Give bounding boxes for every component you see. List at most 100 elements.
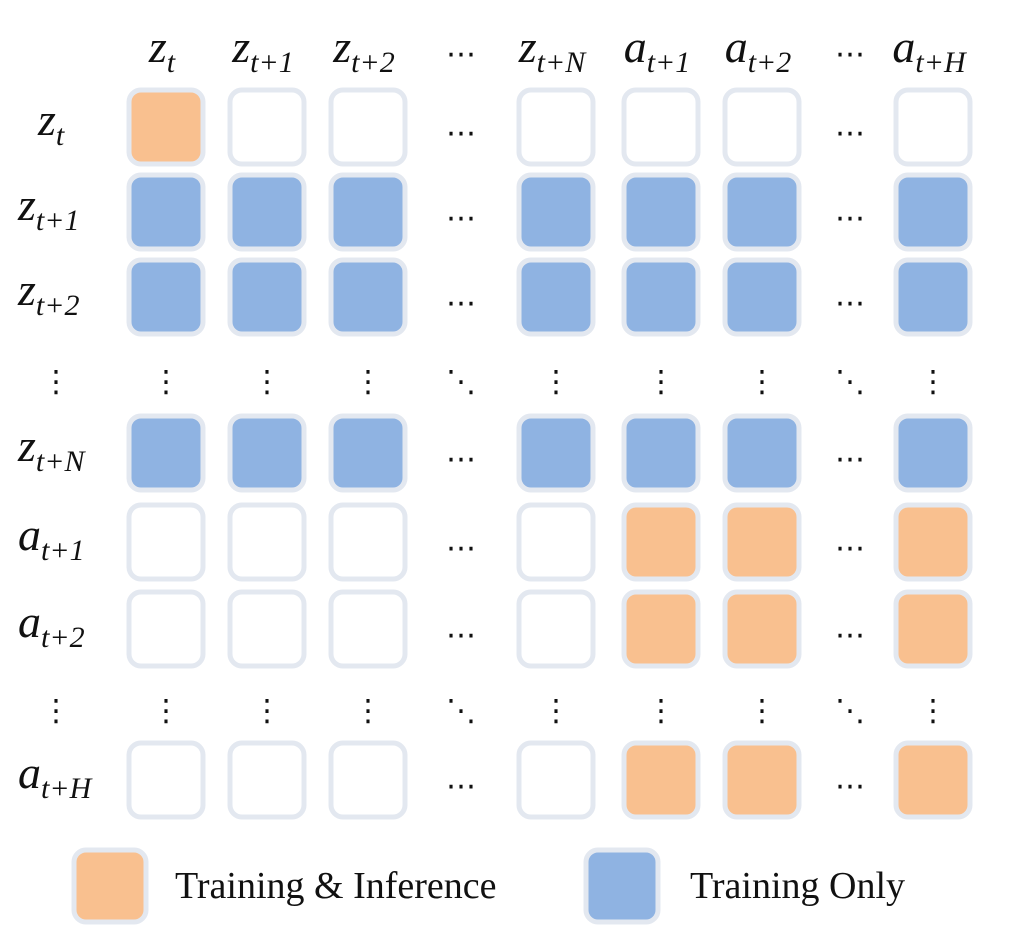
grid-ellipsis-vertical: ⋮: [151, 365, 181, 400]
mask-cell-empty: [227, 740, 307, 820]
grid-ellipsis-vertical: ⋮: [353, 365, 383, 400]
row-header-z-t: zt: [37, 94, 65, 152]
row-header-z-tplus-1-subscript: t+1: [36, 204, 80, 237]
mask-cell-train-only: [893, 413, 973, 493]
row-header-z-tplus-2-base: z: [17, 264, 36, 315]
col-header-ellipsis: …: [835, 30, 865, 65]
grid-ellipsis-vertical: ⋮: [252, 365, 282, 400]
grid-ellipsis-vertical: ⋮: [646, 365, 676, 400]
row-header-z-t-subscript: t: [56, 119, 65, 152]
legend-swatch-train-infer: [71, 847, 149, 925]
grid-ellipsis-horizontal: …: [446, 762, 476, 797]
col-header-a-tplus-2-base: a: [725, 21, 748, 72]
mask-cell-train-only: [126, 257, 206, 337]
mask-cell-train-only: [722, 413, 802, 493]
mask-cell-train-infer: [126, 87, 206, 167]
mask-cell-train-infer: [722, 740, 802, 820]
mask-cell-train-infer: [621, 502, 701, 582]
grid-ellipsis-diagonal: ⋱: [446, 365, 476, 400]
legend: Training & Inference Training Only: [71, 847, 905, 925]
grid-ellipsis-horizontal: …: [446, 194, 476, 229]
grid-ellipsis-horizontal: …: [446, 435, 476, 470]
row-header-z-tplus-1-base: z: [17, 179, 36, 230]
row-header-z-tplus-2: zt+2: [17, 264, 80, 322]
col-header-a-tplus-2-subscript: t+2: [748, 46, 792, 79]
col-header-z-t-subscript: t: [167, 46, 176, 79]
col-header-z-tplus-N: zt+N: [518, 21, 587, 79]
mask-cell-empty: [227, 502, 307, 582]
row-header-a-tplus-H-subscript: t+H: [41, 772, 94, 805]
col-header-a-tplus-1: at+1: [624, 21, 691, 79]
mask-cell-empty: [328, 502, 408, 582]
col-header-z-t: zt: [148, 21, 176, 79]
col-header-a-tplus-1-subscript: t+1: [647, 46, 691, 79]
grid-ellipsis-vertical: ⋮: [646, 694, 676, 729]
grid-ellipsis-horizontal: …: [446, 611, 476, 646]
grid-ellipsis-horizontal: …: [446, 524, 476, 559]
mask-cell-empty: [126, 740, 206, 820]
column-headers: zt zt+1 zt+2… zt+N at+1 at+2… at+H: [148, 21, 968, 79]
grid-ellipsis-horizontal: …: [835, 194, 865, 229]
row-header-a-tplus-H-base: a: [18, 747, 41, 798]
mask-cell-train-infer: [722, 589, 802, 669]
grid-ellipsis-diagonal: ⋱: [446, 694, 476, 729]
mask-cell-empty: [328, 740, 408, 820]
row-header-a-tplus-2-base: a: [18, 596, 41, 647]
mask-cell-train-only: [893, 257, 973, 337]
row-header-a-tplus-1-base: a: [18, 509, 41, 560]
row-header-a-tplus-1: at+1: [18, 509, 85, 567]
grid-ellipsis-horizontal: …: [446, 109, 476, 144]
row-header-z-t-base: z: [37, 94, 56, 145]
row-header-z-tplus-N: zt+N: [17, 420, 86, 478]
mask-cell-empty: [126, 502, 206, 582]
mask-cell-empty: [621, 87, 701, 167]
mask-cell-train-only: [328, 172, 408, 252]
grid-ellipsis-vertical: ⋮: [353, 694, 383, 729]
grid-ellipsis-vertical: ⋮: [541, 694, 571, 729]
grid-ellipsis-horizontal: …: [835, 611, 865, 646]
row-header-a-tplus-H: at+H: [18, 747, 94, 805]
col-header-z-tplus-1-base: z: [231, 21, 250, 72]
mask-cell-train-only: [722, 257, 802, 337]
col-header-a-tplus-H: at+H: [892, 21, 968, 79]
mask-cell-train-only: [227, 257, 307, 337]
row-header-z-tplus-1: zt+1: [17, 179, 80, 237]
col-header-a-tplus-H-subscript: t+H: [915, 46, 968, 79]
grid-ellipsis-vertical: ⋮: [747, 694, 777, 729]
grid-ellipsis-horizontal: …: [835, 279, 865, 314]
mask-cell-train-only: [893, 172, 973, 252]
mask-cell-train-only: [516, 413, 596, 493]
col-header-z-tplus-2: zt+2: [332, 21, 395, 79]
mask-cell-train-only: [328, 257, 408, 337]
grid-ellipsis-vertical: ⋮: [918, 694, 948, 729]
row-header-a-tplus-2-subscript: t+2: [41, 621, 85, 654]
legend-swatch-train-only: [583, 847, 661, 925]
row-header-ellipsis: ⋮: [41, 694, 71, 729]
mask-cell-train-only: [516, 172, 596, 252]
col-header-z-tplus-N-base: z: [518, 21, 537, 72]
mask-cell-empty: [126, 589, 206, 669]
mask-cell-train-infer: [893, 502, 973, 582]
mask-cell-empty: [516, 87, 596, 167]
col-header-a-tplus-1-base: a: [624, 21, 647, 72]
col-header-z-tplus-2-base: z: [332, 21, 351, 72]
row-header-ellipsis: ⋮: [41, 365, 71, 400]
grid-ellipsis-horizontal: …: [835, 109, 865, 144]
mask-cell-train-only: [227, 413, 307, 493]
mask-cell-train-only: [227, 172, 307, 252]
grid-ellipsis-vertical: ⋮: [252, 694, 282, 729]
col-header-a-tplus-2: at+2: [725, 21, 792, 79]
mask-cell-train-infer: [893, 740, 973, 820]
legend-label-train-only: Training Only: [690, 865, 905, 907]
mask-cell-empty: [722, 87, 802, 167]
col-header-z-tplus-1-subscript: t+1: [250, 46, 294, 79]
grid-ellipsis-diagonal: ⋱: [835, 694, 865, 729]
col-header-ellipsis: …: [446, 30, 476, 65]
mask-cell-empty: [328, 87, 408, 167]
grid-ellipsis-horizontal: …: [835, 762, 865, 797]
mask-cell-train-only: [126, 413, 206, 493]
mask-cell-train-only: [516, 257, 596, 337]
col-header-a-tplus-H-base: a: [892, 21, 915, 72]
grid-ellipsis-diagonal: ⋱: [835, 365, 865, 400]
